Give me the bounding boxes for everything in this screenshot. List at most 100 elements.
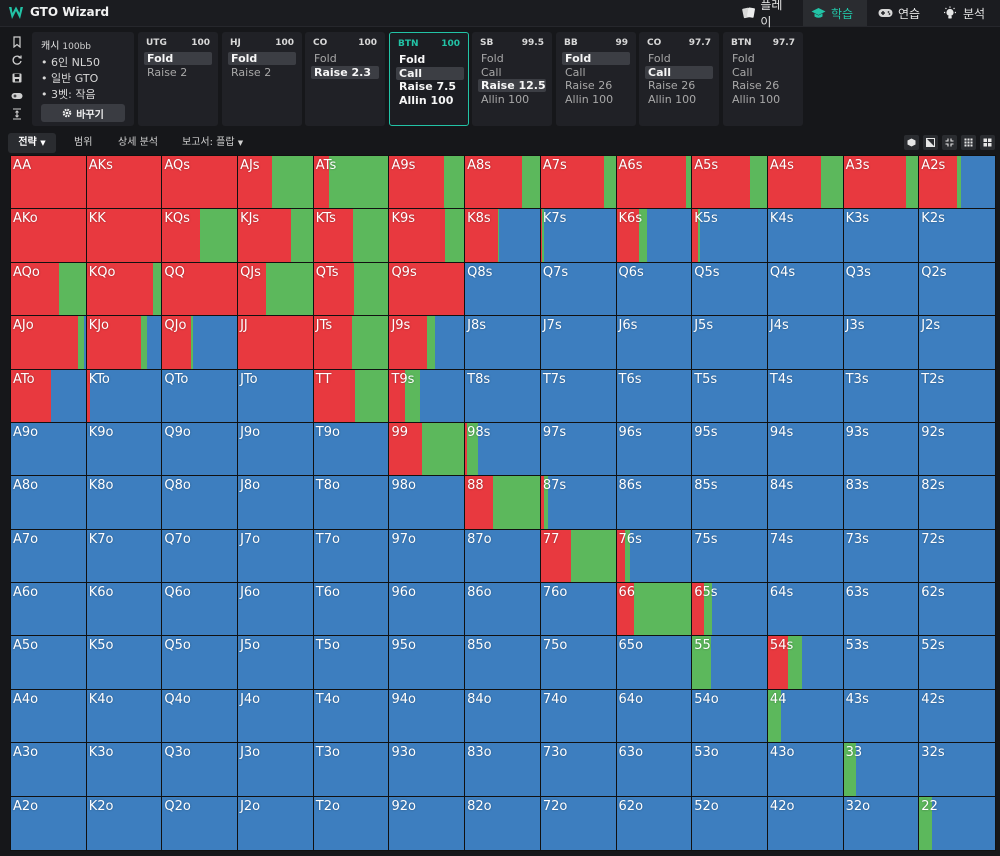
tab-range[interactable]: 범위: [74, 137, 93, 148]
hand-cell[interactable]: QTs: [312, 261, 391, 318]
hand-cell[interactable]: T7o: [312, 528, 391, 585]
hand-cell[interactable]: K8s: [464, 208, 542, 264]
hand-cell[interactable]: J9o: [237, 421, 315, 478]
nav-tab-practice[interactable]: 연습: [870, 0, 930, 26]
action-option[interactable]: Allin 100: [648, 92, 697, 106]
hand-cell[interactable]: J8o: [237, 475, 315, 531]
hand-cell[interactable]: K6o: [85, 582, 164, 638]
hand-cell[interactable]: Q4s: [766, 261, 845, 318]
hand-cell[interactable]: Q9o: [161, 421, 240, 478]
action-option[interactable]: Raise 2: [147, 65, 188, 79]
nav-tab-study[interactable]: 학습: [803, 0, 867, 26]
hand-cell[interactable]: 55: [691, 635, 769, 691]
hand-cell[interactable]: K5s: [691, 208, 769, 264]
hand-cell[interactable]: J6o: [237, 582, 315, 638]
hand-cell[interactable]: 32s: [918, 742, 996, 798]
hand-cell[interactable]: A2o: [10, 795, 88, 851]
hand-cell[interactable]: J6s: [615, 315, 694, 371]
align-vertical-icon[interactable]: [11, 108, 23, 120]
hand-cell[interactable]: AKo: [10, 208, 88, 264]
action-option[interactable]: Allin 100: [732, 92, 781, 106]
hand-cell[interactable]: 76s: [615, 528, 694, 585]
hand-cell[interactable]: T9s: [388, 368, 467, 424]
action-option[interactable]: Raise 12.5: [478, 79, 546, 92]
hand-cell[interactable]: AQs: [161, 154, 240, 211]
hand-cell[interactable]: AKs: [85, 154, 164, 211]
hand-cell[interactable]: Q9s: [388, 261, 467, 318]
hand-cell[interactable]: 97s: [539, 421, 618, 478]
tab-strategy[interactable]: 전략 ▼: [8, 133, 56, 153]
hand-cell[interactable]: TT: [312, 368, 391, 424]
hand-cell[interactable]: J3s: [842, 315, 921, 371]
hand-cell[interactable]: AA: [10, 154, 88, 211]
action-option[interactable]: Allin 100: [481, 92, 530, 106]
hand-cell[interactable]: 53o: [691, 742, 769, 798]
hand-cell[interactable]: T7s: [539, 368, 618, 424]
hand-cell[interactable]: Q5o: [161, 635, 240, 691]
hand-cell[interactable]: AJo: [10, 315, 88, 371]
hand-cell[interactable]: T9o: [312, 421, 391, 478]
hand-cell[interactable]: 94s: [766, 421, 845, 478]
hand-cell[interactable]: J7s: [539, 315, 618, 371]
hand-cell[interactable]: K3s: [842, 208, 921, 264]
action-option[interactable]: Fold: [732, 52, 755, 65]
save-icon[interactable]: [11, 72, 23, 84]
hand-cell[interactable]: 73o: [539, 742, 618, 798]
hand-cell[interactable]: A3o: [10, 742, 88, 798]
hand-cell[interactable]: A2s: [918, 154, 996, 211]
hand-cell[interactable]: A6o: [10, 582, 88, 638]
hand-cell[interactable]: J5o: [237, 635, 315, 691]
hand-cell[interactable]: T3o: [312, 742, 391, 798]
hand-cell[interactable]: 96o: [388, 582, 467, 638]
hand-cell[interactable]: Q8s: [464, 261, 542, 318]
hand-cell[interactable]: 88: [464, 475, 542, 531]
hand-cell[interactable]: 42s: [918, 688, 996, 745]
hand-cell[interactable]: T3s: [842, 368, 921, 424]
action-option[interactable]: Allin 100: [399, 93, 454, 107]
hand-cell[interactable]: J8s: [464, 315, 542, 371]
hand-cell[interactable]: 52s: [918, 635, 996, 691]
hand-cell[interactable]: T2s: [918, 368, 996, 424]
hand-cell[interactable]: QQ: [161, 261, 240, 318]
action-option[interactable]: Allin 100: [565, 92, 614, 106]
cube-view-button[interactable]: [904, 135, 919, 150]
hand-cell[interactable]: 93s: [842, 421, 921, 478]
contrast-view-button[interactable]: [923, 135, 938, 150]
hand-cell[interactable]: K7o: [85, 528, 164, 585]
hand-cell[interactable]: 95o: [388, 635, 467, 691]
hand-cell[interactable]: T5s: [691, 368, 769, 424]
hand-cell[interactable]: QJo: [161, 315, 240, 371]
hand-cell[interactable]: 54s: [766, 635, 845, 691]
action-option[interactable]: Raise 2.3: [311, 65, 379, 79]
position-card-btn[interactable]: BTN 100 Fold Call Raise 7.5 Allin 100: [389, 32, 469, 126]
gamepad-icon[interactable]: [11, 90, 23, 102]
hand-cell[interactable]: 94o: [388, 688, 467, 745]
hand-cell[interactable]: 99: [388, 421, 467, 478]
hand-cell[interactable]: 82s: [918, 475, 996, 531]
hand-cell[interactable]: A7s: [539, 154, 618, 211]
hand-cell[interactable]: KJo: [85, 315, 164, 371]
hand-cell[interactable]: 52o: [691, 795, 769, 851]
hand-cell[interactable]: 53s: [842, 635, 921, 691]
compress-view-button[interactable]: [942, 135, 957, 150]
action-option[interactable]: Call: [481, 65, 502, 79]
hand-cell[interactable]: A5s: [691, 154, 769, 211]
hand-cell[interactable]: A6s: [615, 154, 694, 211]
hand-cell[interactable]: A7o: [10, 528, 88, 585]
hand-cell[interactable]: 84o: [464, 688, 542, 745]
hand-cell[interactable]: 22: [918, 795, 996, 851]
hand-cell[interactable]: A9s: [388, 154, 467, 211]
hand-cell[interactable]: JTo: [237, 368, 315, 424]
hand-cell[interactable]: 72o: [539, 795, 618, 851]
hand-cell[interactable]: K2o: [85, 795, 164, 851]
hand-cell[interactable]: Q4o: [161, 688, 240, 745]
hand-cell[interactable]: J5s: [691, 315, 769, 371]
hand-cell[interactable]: A8s: [464, 154, 542, 211]
grid-small-view-button[interactable]: [961, 135, 976, 150]
hand-cell[interactable]: Q2o: [161, 795, 240, 851]
hand-cell[interactable]: A9o: [10, 421, 88, 478]
hand-cell[interactable]: KQo: [85, 261, 164, 318]
position-card-sb[interactable]: SB 99.5 Fold Call Raise 12.5 Allin 100: [472, 32, 552, 126]
action-option[interactable]: Fold: [648, 52, 671, 65]
hand-cell[interactable]: 82o: [464, 795, 542, 851]
